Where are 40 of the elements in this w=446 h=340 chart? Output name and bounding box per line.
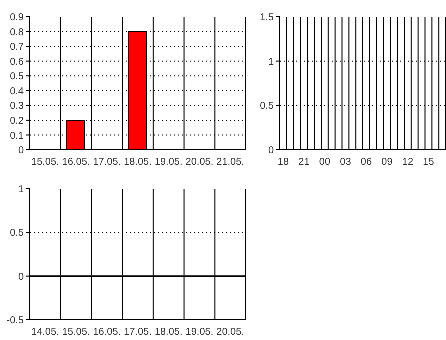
x-tick-label: 12 (402, 157, 414, 168)
x-tick-label: 03 (340, 157, 352, 168)
x-tick-label: 18.05. (154, 327, 183, 338)
x-tick-label: 19.05. (186, 327, 214, 338)
y-tick-label: 0.6 (10, 56, 24, 68)
x-tick-label: 21 (298, 157, 310, 168)
x-tick-label: 00 (319, 157, 331, 168)
y-tick-label: 0 (18, 272, 24, 283)
y-tick-label: 1 (18, 184, 24, 196)
x-tick-label: 09 (382, 157, 394, 168)
y-tick-label: 0.7 (10, 42, 24, 54)
x-tick-label: 21.05. (216, 157, 244, 168)
y-tick-label: 1 (268, 56, 274, 68)
y-tick-label: 0 (18, 146, 24, 157)
y-tick-label: 0.5 (10, 228, 24, 240)
y-tick-label: 0.4 (10, 86, 24, 98)
y-tick-label: 0.1 (10, 130, 24, 142)
x-tick-label: 17.05. (93, 157, 122, 168)
y-tick-label: 0 (268, 146, 274, 157)
y-tick-label: 0.2 (10, 116, 24, 127)
x-tick-label: 16.05. (93, 327, 122, 338)
x-tick-label: 20.05. (186, 157, 214, 168)
y-tick-label: 0.3 (10, 101, 24, 112)
x-tick-label: 15 (423, 157, 435, 168)
x-tick-label: 06 (360, 157, 372, 168)
y-tick-label: 1.5 (260, 12, 274, 24)
y-tick-label: 0.9 (10, 12, 24, 24)
x-tick-label: 16.05. (62, 157, 90, 168)
x-tick-label: 19.05. (154, 157, 183, 168)
y-tick-label: -0.5 (6, 316, 24, 327)
x-tick-label: 15.05. (62, 327, 90, 338)
y-tick-label: 0.5 (260, 101, 274, 112)
x-tick-label: 14.05. (32, 327, 60, 338)
x-tick-label: 17.05. (124, 327, 152, 338)
x-tick-label: 15.05. (32, 157, 60, 168)
x-tick-label: 20.05. (216, 327, 244, 338)
x-tick-label: 18 (278, 157, 290, 168)
y-tick-label: 0.8 (10, 27, 24, 38)
y-tick-label: 0.5 (10, 72, 24, 83)
x-tick-label: 18.05. (124, 157, 152, 168)
